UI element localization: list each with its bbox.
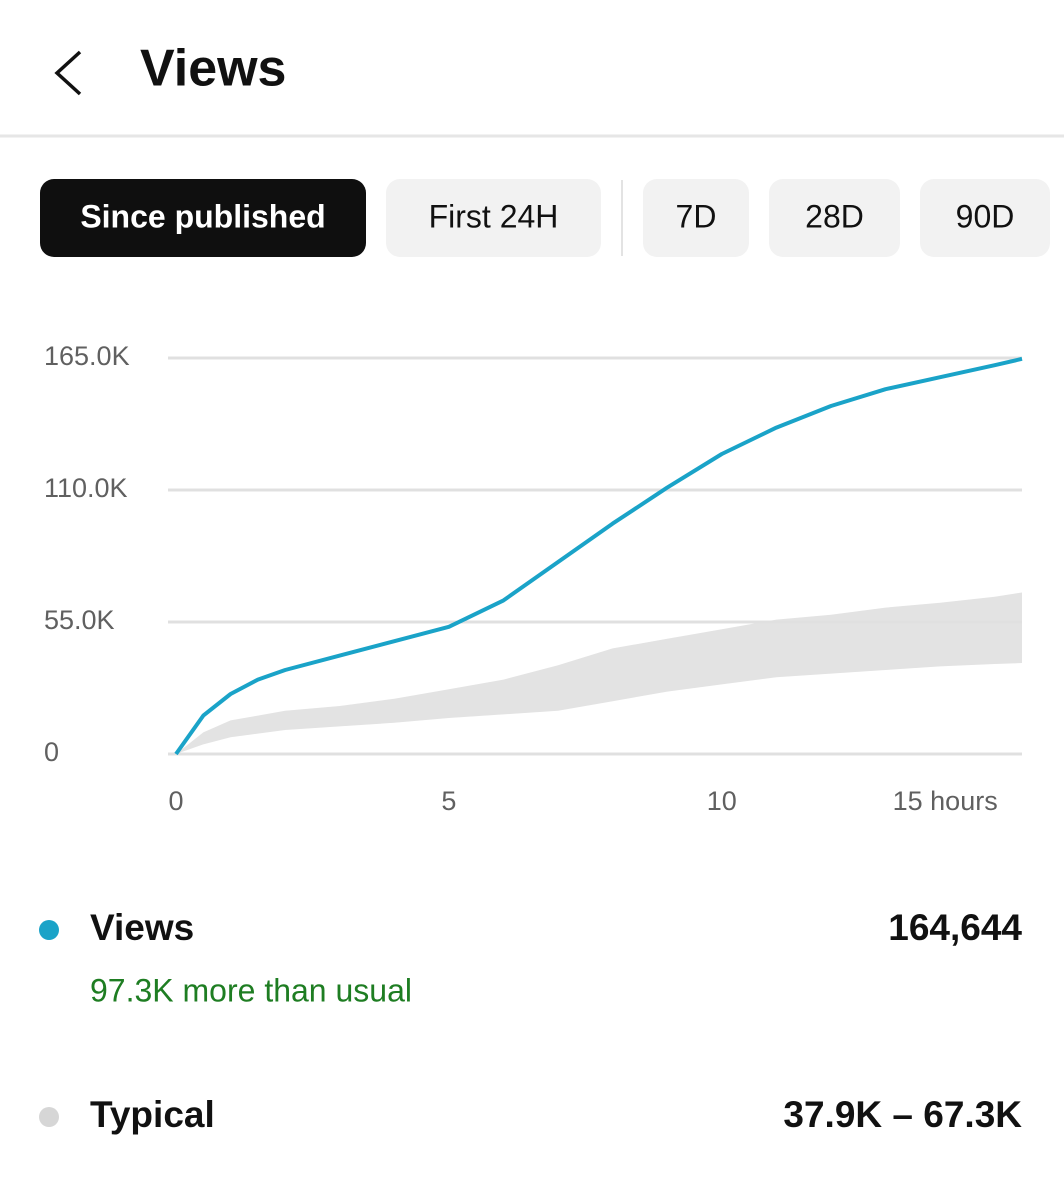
legend-note: 97.3K more than usual (90, 972, 412, 1008)
legend-value: 37.9K – 67.3K (783, 1094, 1022, 1135)
tab-background[interactable] (40, 179, 366, 257)
x-tick-label: 5 (441, 786, 456, 816)
x-tick-label: 15 hours (893, 786, 998, 816)
legend-dot (39, 920, 59, 940)
page-title: Views (140, 40, 286, 98)
x-tick-label: 0 (168, 786, 183, 816)
tab[interactable]: Since published (40, 179, 366, 257)
x-tick-label: 10 (707, 786, 737, 816)
tab-background[interactable] (386, 179, 601, 257)
legend-value: 164,644 (888, 907, 1022, 948)
tab-label[interactable]: Since published (80, 198, 325, 234)
back-button[interactable] (54, 50, 82, 96)
typical-band (176, 592, 1022, 754)
tab-label[interactable]: 7D (676, 198, 717, 234)
tab[interactable]: 28D (769, 179, 900, 257)
tab-label[interactable]: 90D (956, 198, 1015, 234)
views-line (174, 356, 1023, 756)
y-tick-label: 165.0K (44, 341, 130, 371)
tab[interactable]: 7D (643, 179, 749, 257)
legend-label: Views (90, 907, 194, 948)
tab-background[interactable] (920, 179, 1050, 257)
y-tick-label: 110.0K (44, 473, 128, 503)
legend-dot (39, 1107, 59, 1127)
y-tick-label: 0 (44, 737, 59, 767)
y-tick-label: 55.0K (44, 605, 115, 635)
tab-background[interactable] (769, 179, 900, 257)
legend-label: Typical (90, 1094, 215, 1135)
tab-label[interactable]: 28D (805, 198, 864, 234)
tab[interactable]: 90D (920, 179, 1050, 257)
tab-label[interactable]: First 24H (429, 198, 559, 234)
tab[interactable]: First 24H (386, 179, 601, 257)
tab-background[interactable] (643, 179, 749, 257)
